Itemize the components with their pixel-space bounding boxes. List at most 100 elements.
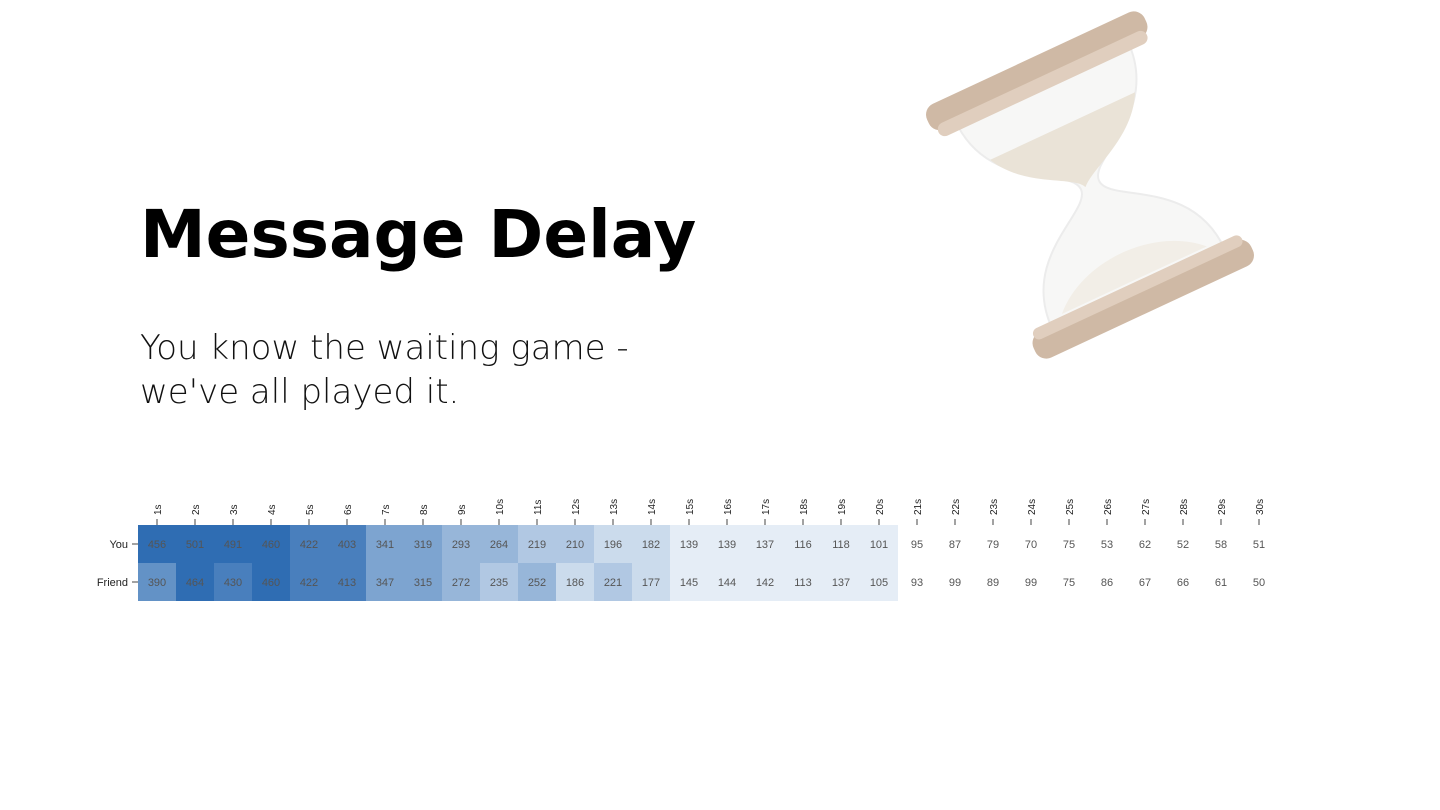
x-tick-label: 20s bbox=[875, 499, 886, 515]
heatmap-cell: 50 bbox=[1240, 563, 1278, 601]
x-tick-label: 22s bbox=[951, 499, 962, 515]
cell-label: 93 bbox=[911, 577, 923, 589]
heatmap-cell: 67 bbox=[1126, 563, 1164, 601]
heatmap-cell: 347 bbox=[366, 563, 404, 601]
x-tick-label: 5s bbox=[305, 504, 316, 515]
cell-rect bbox=[1240, 563, 1278, 601]
cell-rect bbox=[860, 525, 898, 563]
cell-label: 219 bbox=[528, 539, 546, 551]
heatmap-cell: 422 bbox=[290, 525, 328, 563]
heatmap-cell: 182 bbox=[632, 525, 670, 563]
heatmap-cell: 118 bbox=[822, 525, 860, 563]
cell-label: 422 bbox=[300, 539, 318, 551]
cell-label: 464 bbox=[186, 577, 204, 589]
x-tick-label: 11s bbox=[533, 500, 544, 515]
cell-label: 137 bbox=[832, 577, 850, 589]
heatmap-cell: 51 bbox=[1240, 525, 1278, 563]
cell-label: 460 bbox=[262, 577, 280, 589]
heatmap-cell: 52 bbox=[1164, 525, 1202, 563]
heatmap-cell: 430 bbox=[214, 563, 252, 601]
slide-title: Message Delay bbox=[140, 196, 697, 273]
heatmap-cell: 196 bbox=[594, 525, 632, 563]
cell-label: 53 bbox=[1101, 539, 1113, 551]
cell-label: 186 bbox=[566, 577, 584, 589]
heatmap-cell: 113 bbox=[784, 563, 822, 601]
x-tick-label: 14s bbox=[647, 499, 658, 515]
cell-label: 144 bbox=[718, 577, 736, 589]
heatmap-cell: 62 bbox=[1126, 525, 1164, 563]
cell-rect bbox=[138, 525, 176, 563]
cell-label: 50 bbox=[1253, 577, 1265, 589]
cell-rect bbox=[1088, 525, 1126, 563]
cell-rect bbox=[670, 525, 708, 563]
cell-rect bbox=[1050, 563, 1088, 601]
x-tick-label: 27s bbox=[1141, 499, 1152, 515]
heatmap-cell: 422 bbox=[290, 563, 328, 601]
heatmap-cell: 87 bbox=[936, 525, 974, 563]
x-tick-label: 21s bbox=[913, 499, 924, 515]
cell-rect bbox=[746, 525, 784, 563]
x-tick-label: 8s bbox=[419, 504, 430, 515]
cell-label: 118 bbox=[832, 539, 850, 551]
cell-label: 52 bbox=[1177, 539, 1189, 551]
cell-rect bbox=[328, 525, 366, 563]
cell-label: 101 bbox=[870, 539, 888, 551]
heatmap-cell: 293 bbox=[442, 525, 480, 563]
cell-rect bbox=[974, 525, 1012, 563]
cell-label: 70 bbox=[1025, 539, 1037, 551]
cell-label: 182 bbox=[642, 539, 660, 551]
heatmap-cell: 341 bbox=[366, 525, 404, 563]
heatmap-cell: 413 bbox=[328, 563, 366, 601]
heatmap-cell: 70 bbox=[1012, 525, 1050, 563]
cell-rect bbox=[1050, 525, 1088, 563]
cell-rect bbox=[1126, 563, 1164, 601]
heatmap-cell: 66 bbox=[1164, 563, 1202, 601]
cell-rect bbox=[898, 525, 936, 563]
x-tick-label: 25s bbox=[1065, 499, 1076, 515]
heatmap-cell: 456 bbox=[138, 525, 176, 563]
cell-label: 75 bbox=[1063, 539, 1075, 551]
cell-label: 139 bbox=[718, 539, 736, 551]
heatmap-cell: 177 bbox=[632, 563, 670, 601]
x-tick-label: 29s bbox=[1217, 499, 1228, 515]
cell-rect bbox=[290, 563, 328, 601]
cell-label: 315 bbox=[414, 577, 432, 589]
heatmap-cell: 319 bbox=[404, 525, 442, 563]
cell-rect bbox=[1126, 525, 1164, 563]
heatmap-cell: 142 bbox=[746, 563, 784, 601]
x-tick-label: 23s bbox=[989, 499, 1000, 515]
cell-label: 139 bbox=[680, 539, 698, 551]
cell-label: 95 bbox=[911, 539, 923, 551]
cell-rect bbox=[404, 563, 442, 601]
cell-rect bbox=[784, 563, 822, 601]
x-tick-label: 26s bbox=[1103, 499, 1114, 515]
cell-rect bbox=[442, 525, 480, 563]
heatmap-cell: 186 bbox=[556, 563, 594, 601]
cell-rect bbox=[518, 525, 556, 563]
hourglass-image bbox=[926, 11, 1254, 359]
cell-rect bbox=[860, 563, 898, 601]
heatmap-cell: 137 bbox=[746, 525, 784, 563]
heatmap-cell: 252 bbox=[518, 563, 556, 601]
heatmap-cell: 75 bbox=[1050, 525, 1088, 563]
cell-label: 142 bbox=[756, 577, 774, 589]
subtitle-line-1: You know the waiting game - bbox=[140, 328, 629, 368]
cell-rect bbox=[936, 563, 974, 601]
cell-label: 87 bbox=[949, 539, 961, 551]
cell-label: 341 bbox=[376, 539, 394, 551]
heatmap-cell: 86 bbox=[1088, 563, 1126, 601]
heatmap-cell: 219 bbox=[518, 525, 556, 563]
heatmap-cell: 58 bbox=[1202, 525, 1240, 563]
cell-rect bbox=[784, 525, 822, 563]
heatmap-cell: 95 bbox=[898, 525, 936, 563]
cell-rect bbox=[366, 563, 404, 601]
cell-rect bbox=[708, 525, 746, 563]
heatmap-cell: 139 bbox=[708, 525, 746, 563]
slide-subtitle: You know the waiting game - we've all pl… bbox=[140, 326, 660, 414]
cell-label: 293 bbox=[452, 539, 470, 551]
cell-label: 210 bbox=[566, 539, 584, 551]
cell-label: 51 bbox=[1253, 539, 1265, 551]
cell-rect bbox=[708, 563, 746, 601]
cell-rect bbox=[822, 563, 860, 601]
heatmap-cell: 491 bbox=[214, 525, 252, 563]
